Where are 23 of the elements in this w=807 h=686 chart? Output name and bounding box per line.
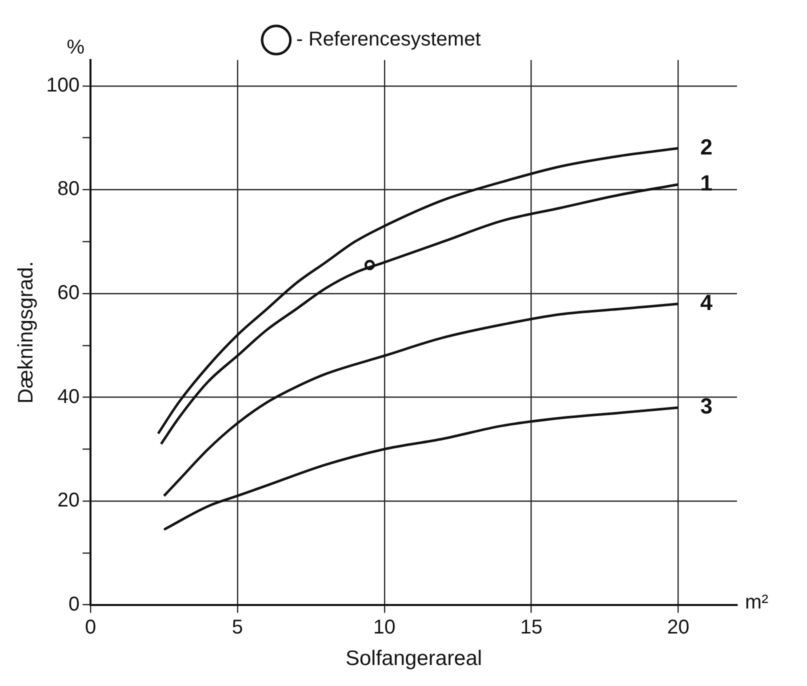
line-series: [160, 183, 680, 446]
series-label: 2: [700, 134, 712, 160]
line-series: [162, 406, 680, 531]
x-axis-title: Solfangerareal: [345, 647, 482, 670]
x-tick-label: 20: [667, 616, 690, 638]
x-tick-label: 0: [85, 616, 96, 638]
y-tick-label: 40: [57, 386, 80, 408]
series-label: 4: [700, 290, 714, 315]
text: %: [66, 36, 85, 59]
y-tick-label: 100: [46, 74, 80, 96]
text: m²: [745, 591, 769, 614]
x-tick-label: 5: [232, 616, 244, 638]
y-tick-label: 80: [57, 178, 80, 200]
y-tick-label: 20: [57, 490, 80, 512]
y-tick-label: 60: [57, 282, 80, 304]
line-series: [162, 302, 680, 498]
legend-label: - Referencesystemet: [296, 28, 482, 51]
series-label: 3: [700, 394, 712, 419]
line-series: [156, 146, 680, 435]
x-tick-label: 10: [373, 616, 396, 638]
x-tick-label: 15: [520, 616, 542, 638]
y-tick-label: 0: [68, 593, 80, 616]
y-axis-title: Dækningsgrad.: [14, 261, 38, 404]
